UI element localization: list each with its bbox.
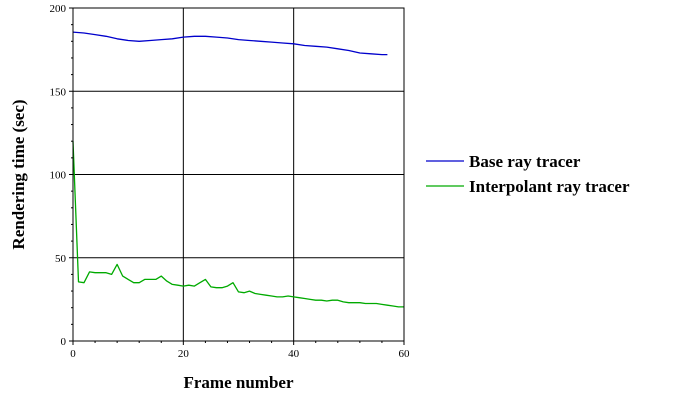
x-tick-label: 20 (178, 348, 190, 360)
legend: Base ray tracer Interpolant ray tracer (426, 152, 630, 196)
x-tick-label: 60 (399, 348, 411, 360)
tick-labels: 0 50 100 150 200 0 20 40 60 (50, 3, 411, 360)
x-tick-label: 40 (288, 348, 300, 360)
series-layer (72, 31, 404, 308)
x-tick-label: 0 (70, 348, 76, 360)
x-axis-title: Frame number (183, 373, 293, 392)
y-tick-label: 150 (50, 86, 67, 98)
y-tick-label: 0 (61, 336, 67, 348)
y-tick-label: 100 (50, 170, 67, 182)
y-tick-label: 200 (50, 3, 67, 15)
axis-ticks (69, 7, 405, 345)
series-line-2 (72, 141, 404, 308)
legend-label-2: Interpolant ray tracer (469, 177, 630, 196)
y-axis-title: Rendering time (sec) (9, 99, 28, 249)
series-line-1 (72, 31, 388, 56)
y-tick-label: 50 (55, 253, 67, 265)
legend-label-1: Base ray tracer (469, 152, 581, 171)
